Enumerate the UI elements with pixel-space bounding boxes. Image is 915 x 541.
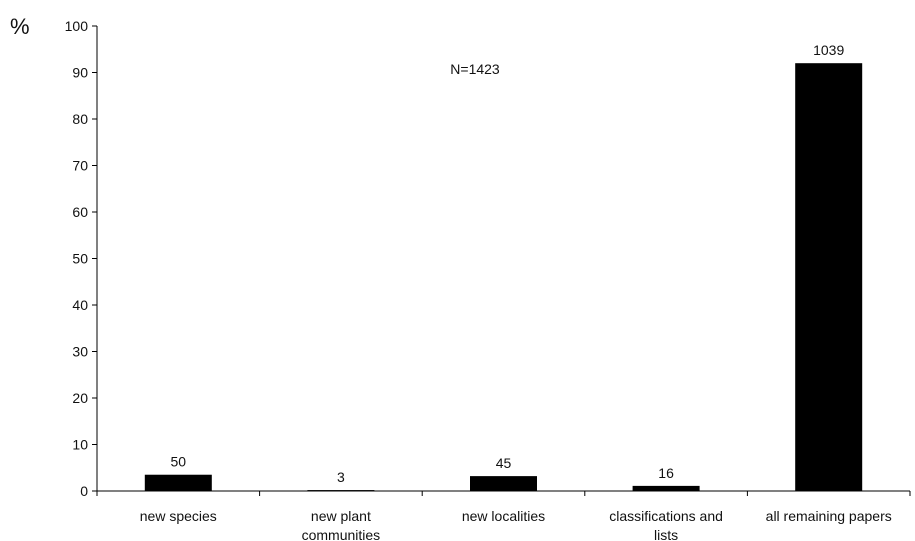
x-category-label-line: communities: [302, 527, 381, 541]
y-tick-label: 50: [72, 251, 88, 267]
x-category-label: all remaining papers: [766, 508, 892, 524]
y-tick-label: 80: [72, 111, 88, 127]
x-category-label: classifications and lists: [609, 508, 723, 541]
plot-area: 0 10 20 30 40 50 60 70 80 90 100 50 new species 3 new …: [65, 18, 911, 541]
bar: [470, 476, 537, 491]
bar-value-label: 1039: [813, 42, 844, 58]
bar: [795, 63, 863, 491]
x-category-label: new species: [140, 508, 217, 524]
y-tick-label: 0: [80, 483, 88, 499]
bar-value-label: 3: [337, 469, 345, 485]
bar: [632, 485, 700, 491]
bar: [307, 490, 375, 492]
x-category-label-line: new localities: [462, 508, 545, 524]
x-category-label: new localities: [462, 508, 545, 524]
bar-value-label: 50: [171, 454, 187, 470]
x-category-label-line: classifications and: [609, 508, 723, 524]
x-category-label: new plant communities: [302, 508, 381, 541]
x-category-label-line: new species: [140, 508, 217, 524]
bar-value-label: 16: [658, 465, 674, 481]
y-tick-label: 40: [72, 297, 88, 313]
x-category-label-line: lists: [654, 527, 678, 541]
y-axis-label: %: [10, 14, 30, 39]
y-tick-label: 30: [72, 344, 88, 360]
sample-size-annotation: N=1423: [450, 61, 500, 77]
bar: [144, 474, 212, 491]
y-tick-label: 10: [72, 437, 88, 453]
x-category-label-line: new plant: [311, 508, 371, 524]
y-tick-label: 90: [72, 65, 88, 81]
y-tick-label: 60: [72, 204, 88, 220]
x-category-label-line: all remaining papers: [766, 508, 892, 524]
y-tick-label: 70: [72, 158, 88, 174]
y-tick-label: 100: [65, 18, 89, 34]
bar-value-label: 45: [496, 455, 512, 471]
y-tick-label: 20: [72, 390, 88, 406]
